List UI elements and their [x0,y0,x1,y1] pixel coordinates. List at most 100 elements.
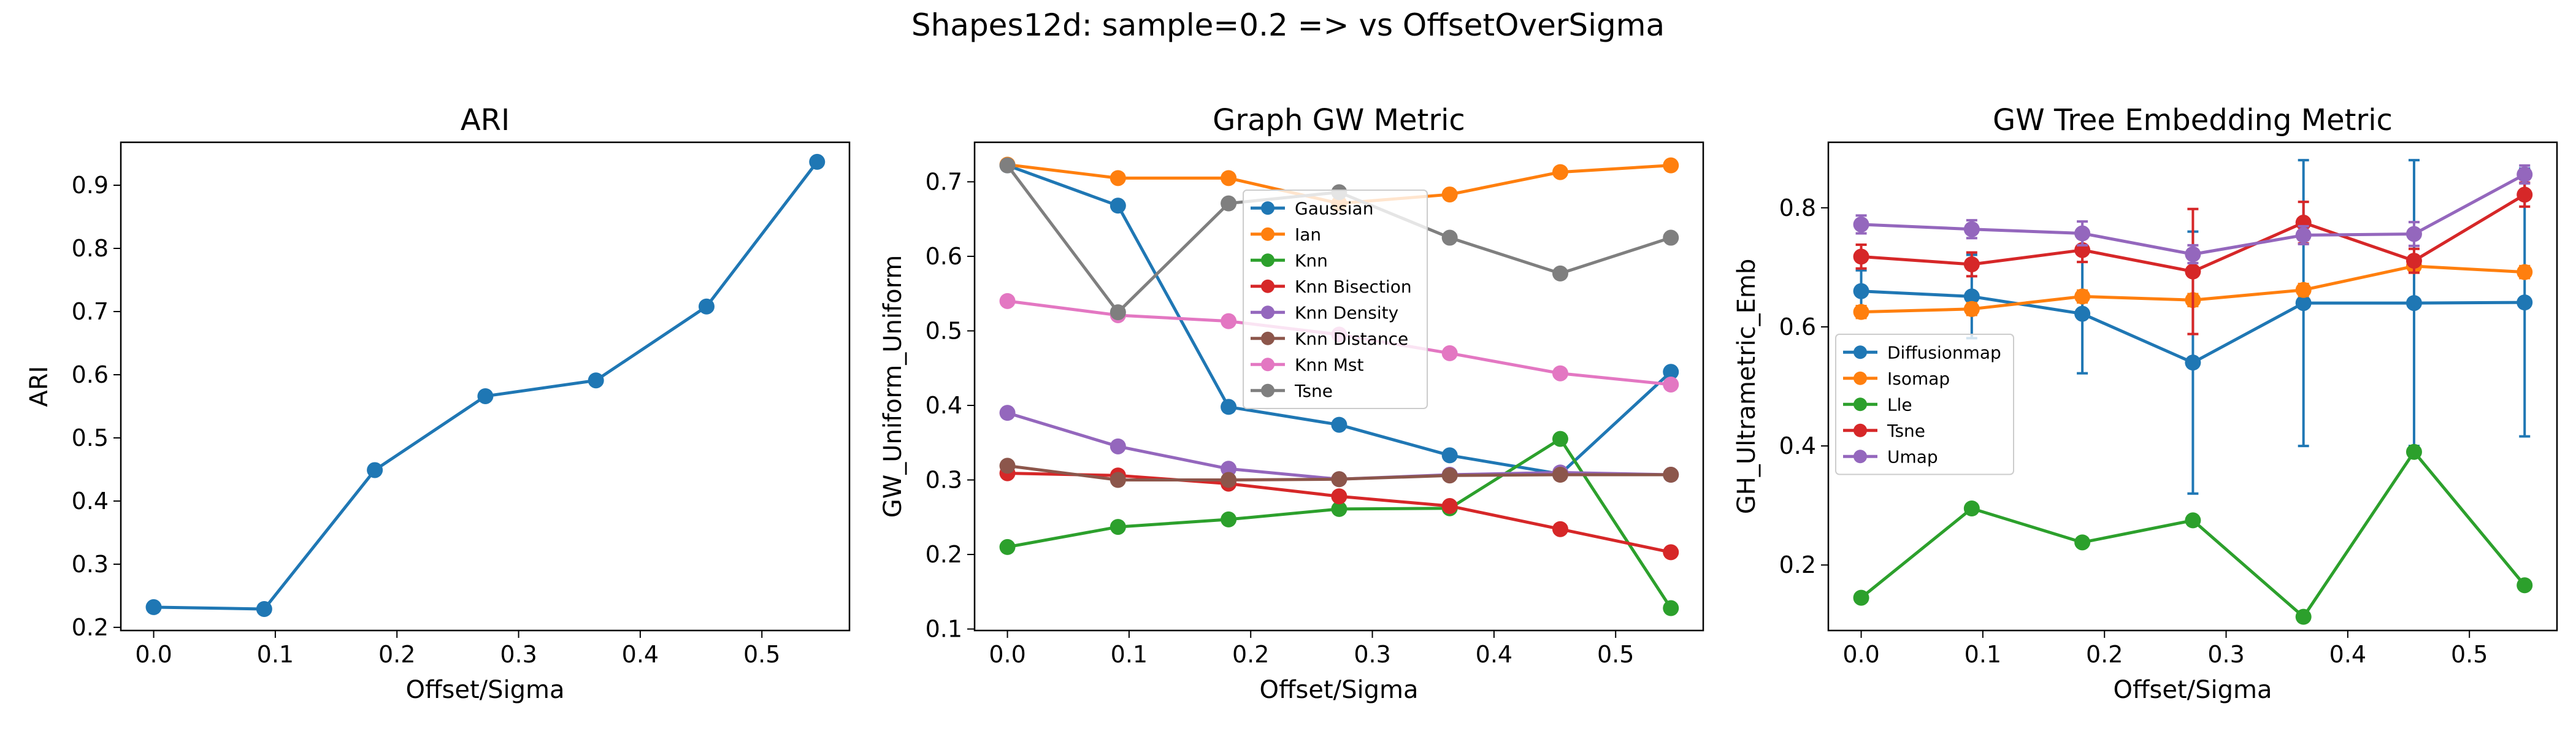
legend-label: Tsne [1294,381,1333,401]
legend-swatch-marker [1261,279,1275,293]
legend-swatch-marker [1853,371,1867,385]
y-tick-label: 0.2 [72,614,109,641]
x-axis-label: Offset/Sigma [2113,676,2272,704]
data-point [1441,229,1458,246]
data-point [477,388,494,404]
y-axis-label: GH_Ultrametric_Emb [1733,259,1761,515]
data-point [1552,265,1568,282]
data-point [1663,544,1679,561]
y-tick-label: 0.8 [72,235,109,262]
data-point [2517,577,2533,594]
data-point [1221,313,1237,329]
x-tick-label: 0.1 [1965,641,2001,668]
x-tick-label: 0.5 [1597,641,1634,668]
series-ari [145,153,826,617]
y-tick-label: 0.3 [72,551,109,578]
legend-label: Gaussian [1295,198,1373,218]
data-point [1441,467,1458,484]
legend-label: Knn Density [1295,302,1398,323]
data-point [2074,534,2091,551]
data-point [2405,226,2422,242]
data-point [1552,467,1568,483]
y-tick-label: 0.2 [1779,551,1816,578]
y-tick-label: 0.4 [926,392,962,419]
data-point [1110,519,1126,535]
data-point [2295,227,2312,243]
data-point [1441,345,1458,361]
data-point [1221,472,1237,488]
data-point [1441,447,1458,464]
y-tick-label: 0.4 [72,488,109,515]
data-point [1663,364,1679,380]
axes-frame [973,141,1704,632]
x-axis-label: Offset/Sigma [1259,676,1418,704]
y-tick-label: 0.9 [72,172,109,199]
data-point [1331,488,1347,505]
data-point [1853,304,1869,320]
data-point [1221,511,1237,527]
data-point [2074,305,2091,322]
axes-frame [120,141,851,632]
legend: Gaussian Ian Knn Knn Bisection Knn Density Kn… [1243,190,1428,409]
data-point [2185,355,2201,371]
x-tick-label: 0.5 [2451,641,2488,668]
data-point [1853,283,1869,299]
legend-label: Knn Mst [1295,355,1364,375]
data-point [1110,197,1126,214]
legend-swatch-marker [1261,305,1275,320]
data-point [999,458,1016,474]
series-knn-distance [999,458,1679,488]
data-point [1552,365,1568,381]
y-tick-label: 0.5 [72,424,109,451]
legend-swatch-marker [1261,227,1275,241]
data-point [1221,461,1237,477]
y-axis-label: GW_Uniform_Uniform [879,255,907,518]
data-point [1331,471,1347,488]
x-tick-label: 0.5 [743,641,780,668]
data-point [1221,399,1237,415]
data-point [1552,431,1568,447]
axes-frame [1827,141,2558,632]
legend-label: Tsne [1887,421,1925,441]
data-point [698,298,715,315]
data-point [999,293,1016,309]
data-point [2185,246,2201,263]
data-point [1663,376,1679,393]
y-tick-label: 0.4 [1779,432,1816,459]
data-point [999,157,1016,174]
legend-swatch-marker [1261,383,1275,397]
x-tick-label: 0.2 [378,641,415,668]
data-point [367,462,383,478]
y-tick-label: 0.5 [926,317,962,344]
legend-swatch-marker [1853,397,1867,412]
data-point [1963,288,1980,305]
series-lle [1853,443,2533,625]
data-point [1221,170,1237,186]
legend: Diffusionmap Isomap Lle Tsne Umap [1835,334,2014,475]
data-point [2517,294,2533,311]
legend-swatch-marker [1261,253,1275,267]
y-tick-label: 0.8 [1779,194,1816,221]
y-tick-label: 0.7 [72,298,109,325]
y-tick-label: 0.3 [926,467,962,494]
y-tick-label: 0.7 [926,168,962,195]
subplot-3: GW Tree Embedding Metric 0.0 0.1 0.2 0.3 0.4 0… [1733,103,2558,704]
data-point [2295,608,2312,625]
data-point [1853,248,1869,265]
legend-swatch-marker [1261,201,1275,215]
legend-label: Isomap [1887,369,1950,389]
legend-label: Knn Distance [1295,329,1408,349]
plots-container: ARI 0.0 0.1 0.2 0.3 0.4 0.5 0.2 0.3 0.4 0.5 0.6 0.7 0… [25,103,2558,704]
subplot-title: GW Tree Embedding Metric [1993,103,2393,137]
legend-swatch-marker [1853,423,1867,437]
data-point [1963,301,1980,317]
x-tick-label: 0.2 [1232,641,1269,668]
data-point [256,600,272,617]
data-point [2517,166,2533,183]
data-point [2295,282,2312,298]
data-point [999,539,1016,555]
x-tick-label: 0.0 [135,641,172,668]
data-point [2517,264,2533,280]
x-tick-label: 0.3 [500,641,537,668]
